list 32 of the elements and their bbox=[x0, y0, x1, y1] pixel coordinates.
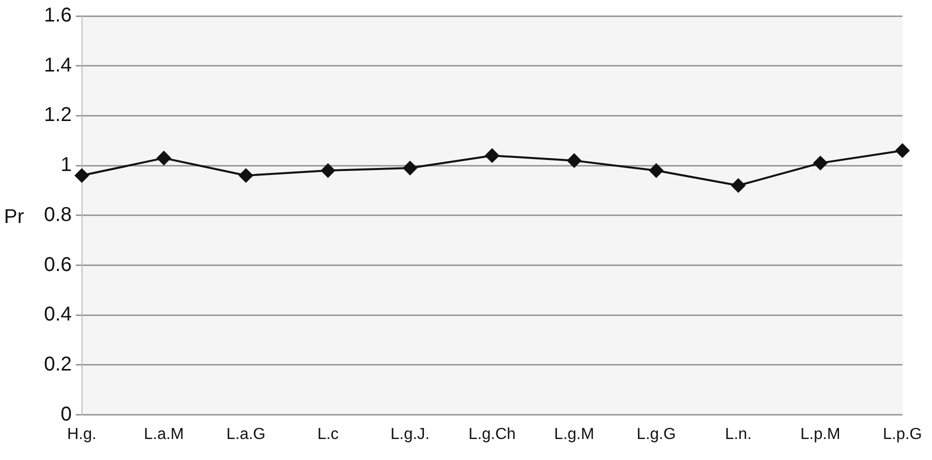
y-axis-title: Pr bbox=[4, 206, 24, 228]
y-tick-label: 0.6 bbox=[44, 254, 72, 276]
x-tick-label: L.n. bbox=[724, 426, 752, 443]
y-tick-label: 0.2 bbox=[44, 353, 72, 376]
y-tick-label: 1.4 bbox=[44, 54, 72, 76]
point bbox=[156, 151, 171, 166]
y-tick-label: 1 bbox=[60, 154, 72, 176]
point bbox=[74, 168, 89, 183]
x-tick-label: H.g. bbox=[67, 426, 96, 443]
y-tick-label: 1.6 bbox=[44, 4, 72, 27]
x-tick-label: L.g.G bbox=[636, 426, 676, 443]
y-tick-label: 0 bbox=[60, 403, 72, 426]
y-tick-label: 1.2 bbox=[44, 104, 72, 126]
point bbox=[731, 178, 746, 192]
point bbox=[895, 144, 910, 158]
point bbox=[567, 154, 582, 168]
point bbox=[485, 148, 500, 163]
x-tick-label: L.p.G bbox=[882, 426, 922, 443]
y-tick-label: 0.8 bbox=[44, 204, 72, 226]
x-tick-label: L.c bbox=[317, 426, 339, 443]
point bbox=[403, 161, 418, 176]
point bbox=[238, 168, 253, 183]
x-tick-label: L.a.G bbox=[226, 426, 266, 443]
x-tick-label: L.p.M bbox=[800, 426, 840, 443]
point bbox=[320, 164, 335, 178]
point bbox=[813, 156, 828, 170]
x-tick-label: L.g.J. bbox=[390, 426, 430, 443]
x-tick-label: L.a.M bbox=[144, 426, 184, 443]
x-tick-label: L.g.M bbox=[554, 426, 594, 443]
point bbox=[649, 164, 664, 178]
x-tick-label: L.g.Ch bbox=[468, 426, 516, 443]
y-tick-label: 0.4 bbox=[44, 304, 72, 326]
